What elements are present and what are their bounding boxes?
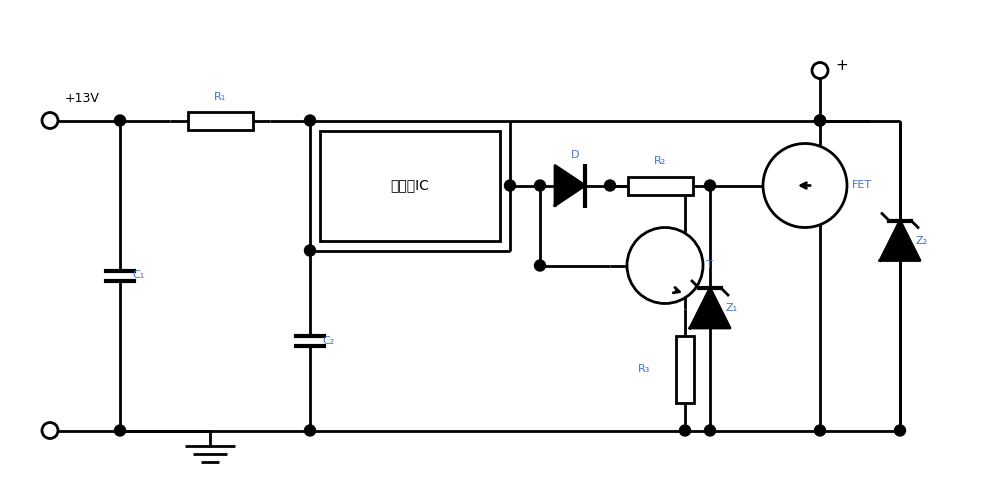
Text: T: T [706,261,713,271]
Circle shape [604,180,616,191]
Bar [188,112,252,129]
Bar [628,176,692,194]
Circle shape [814,115,826,126]
Circle shape [42,422,58,438]
Circle shape [304,115,316,126]
Polygon shape [880,220,920,261]
Text: R₁: R₁ [214,93,226,103]
Text: FET: FET [852,180,872,190]
Text: D: D [571,150,579,160]
Text: +13V: +13V [65,93,100,106]
Text: R₂: R₂ [654,155,666,165]
Circle shape [814,425,826,436]
Circle shape [704,180,716,191]
Polygon shape [555,165,585,205]
Circle shape [534,260,546,271]
Bar [320,130,500,240]
Circle shape [114,425,126,436]
Circle shape [627,227,703,304]
Polygon shape [690,288,730,328]
Circle shape [42,113,58,128]
Circle shape [895,425,906,436]
Text: C₁: C₁ [132,271,144,281]
Bar [676,336,694,403]
Circle shape [814,115,826,126]
Circle shape [534,180,546,191]
Circle shape [304,245,316,256]
Circle shape [704,425,716,436]
Circle shape [763,143,847,227]
Text: R₃: R₃ [638,365,650,375]
Circle shape [812,63,828,79]
Text: Z₂: Z₂ [915,235,927,245]
Text: Z₁: Z₁ [725,303,737,313]
Text: +: + [835,58,848,73]
Circle shape [114,115,126,126]
Text: C₂: C₂ [322,336,334,346]
Circle shape [680,425,690,436]
Text: 控制用IC: 控制用IC [391,178,429,192]
Circle shape [505,180,516,191]
Circle shape [304,425,316,436]
